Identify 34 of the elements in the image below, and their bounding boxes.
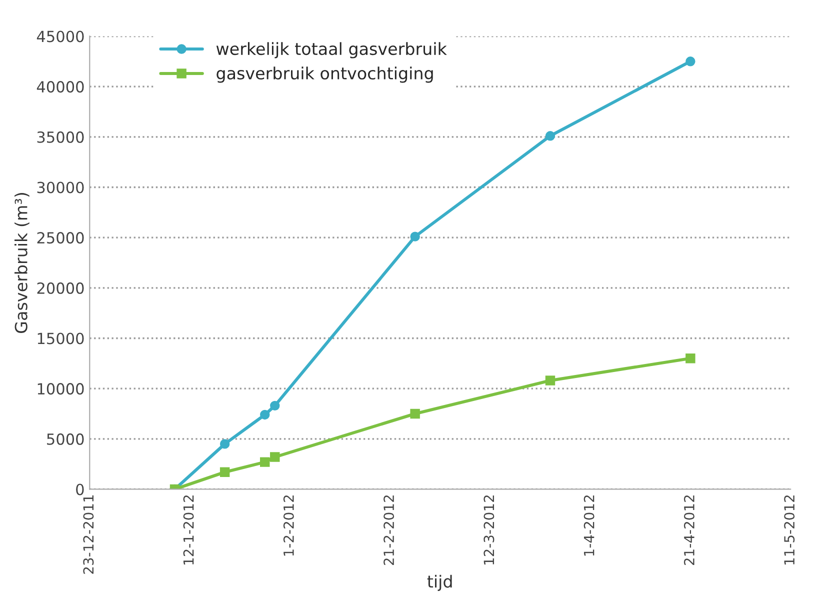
y-tick-label: 30000 (37, 182, 84, 194)
y-tick-label: 45000 (36, 30, 84, 42)
point (545, 131, 556, 141)
point (220, 467, 230, 477)
x-tick-label: 1-2-2012 (283, 495, 294, 556)
point (410, 408, 420, 419)
point (686, 56, 696, 66)
y-tick-label: 25000 (37, 232, 84, 244)
point (260, 410, 270, 420)
y-tick-label: 0 (76, 484, 84, 496)
x-tick-label: 21-4-2012 (684, 495, 694, 565)
point (220, 439, 230, 449)
point (270, 452, 280, 462)
x-axis-title: tijd (427, 574, 452, 591)
point (270, 400, 280, 411)
legend-label: werkelijk totaal gasverbruik (216, 42, 447, 58)
x-tick-label: 12-1-2012 (183, 495, 194, 564)
x-tick-label: 23-12-2011 (83, 495, 94, 574)
y-tick-label: 40000 (36, 81, 84, 93)
point (686, 354, 696, 364)
x-tick-label: 21-2-2012 (384, 495, 394, 565)
y-tick-label: 10000 (38, 383, 84, 395)
y-axis-title: Gasverbruik (m³) (14, 193, 30, 333)
x-tick-label: 12-3-2012 (484, 495, 494, 564)
y-tick-label: 20000 (37, 282, 84, 294)
point (260, 457, 270, 467)
point (410, 232, 420, 242)
x-tick-label: 11-5-2012 (784, 495, 795, 564)
legend-label: gasverbruik ontvochtiging (216, 66, 433, 83)
x-tick-label: 1-4-2012 (584, 495, 594, 556)
y-tick-label: 15000 (38, 332, 84, 344)
y-tick-label: 35000 (37, 131, 84, 143)
y-tick-label: 5000 (47, 433, 84, 445)
point (545, 376, 556, 386)
